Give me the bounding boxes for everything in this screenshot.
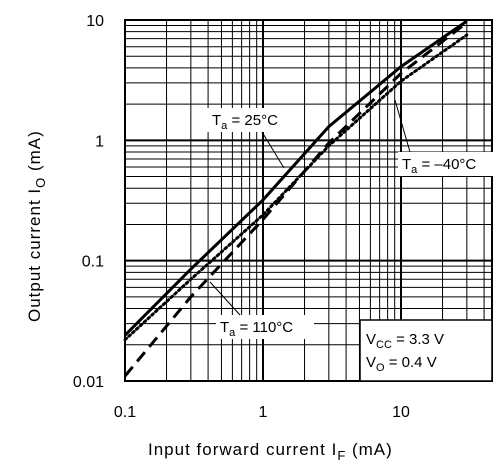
x-tick-label: 10 [392, 404, 410, 421]
x-tick-label: 0.1 [114, 404, 136, 421]
annotation-bg [398, 152, 493, 176]
conditions-box [359, 319, 493, 382]
annotation-label: Ta = 110°C [220, 319, 293, 339]
annotation-leader [394, 99, 411, 153]
condition-text: VO = 0.4 V [366, 354, 437, 374]
y-tick-label: 0.01 [73, 374, 104, 391]
annotation-bg [216, 315, 314, 339]
plot-frame [124, 19, 493, 382]
y-axis-title: Output current IO (mA) [25, 130, 48, 322]
annotation-bg [207, 108, 299, 132]
series-line-2 [123, 21, 468, 377]
axis-titles: Input forward current IF (mA) Output curr… [25, 130, 393, 463]
annotation-leader [209, 281, 241, 316]
annotation-label: Ta = 25°C [212, 112, 278, 132]
x-axis-title: Input forward current IF (mA) [148, 440, 393, 463]
series-line-0 [123, 19, 468, 337]
series-line-1 [123, 33, 469, 342]
y-tick-label: 1 [95, 133, 104, 150]
annotation-label: Ta = –40°C [402, 156, 476, 176]
series-lines [123, 19, 469, 377]
y-tick-label: 10 [86, 13, 104, 30]
tick-labels: 0.1 1 10 0.01 0.1 1 10 [73, 13, 410, 421]
annotation-leader [261, 131, 285, 169]
x-tick-label: 1 [259, 404, 268, 421]
y-tick-label: 0.1 [82, 254, 104, 271]
annotations: Ta = 25°C Ta = –40°C Ta = 110°C VCC = 3.3 V… [207, 99, 493, 382]
condition-text: VCC = 3.3 V [366, 331, 444, 351]
